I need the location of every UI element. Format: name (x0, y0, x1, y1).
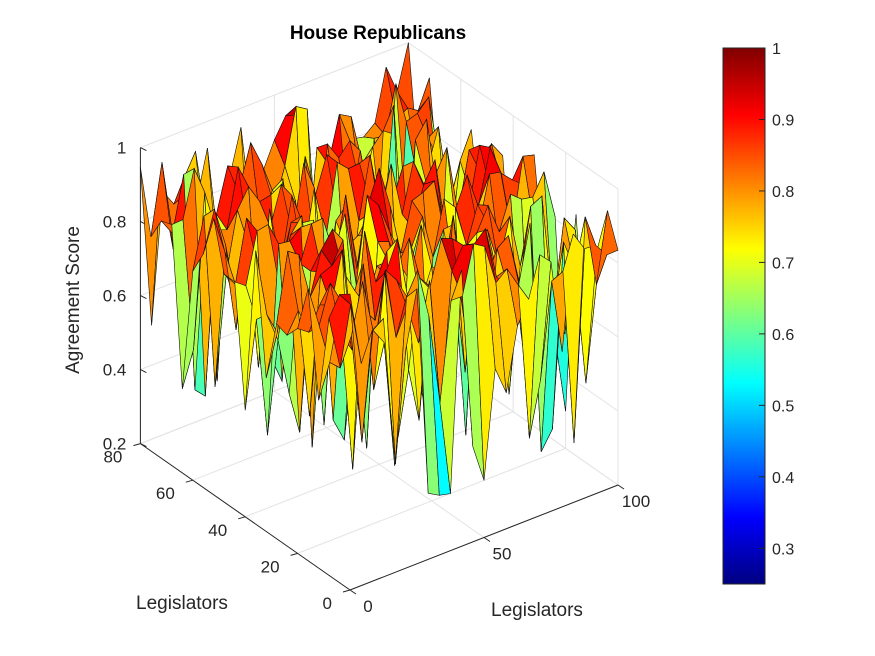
x-tick-mark (617, 484, 625, 490)
x-tick-label: 100 (622, 492, 650, 511)
grid-line (245, 411, 514, 518)
z-axis-label: Agreement Score (63, 226, 84, 374)
colorbar-tick-label: 0.3 (772, 541, 794, 558)
z-tick-label: 0.2 (103, 435, 127, 454)
x-tick-label: 0 (363, 597, 372, 616)
colorbar-tick-label: 0.7 (772, 255, 794, 272)
colorbar-tick-label: 0.5 (772, 398, 794, 415)
z-tick-mark (140, 369, 147, 374)
z-tick-label: 1 (117, 139, 126, 158)
x-axis-label: Legislators (491, 600, 583, 621)
colorbar-tick-label: 1 (772, 41, 781, 58)
y-tick-label: 40 (208, 521, 227, 540)
z-tick-label: 0.4 (103, 361, 127, 380)
grid-line (297, 447, 566, 554)
tick-labels: 0 50 100 0 20 40 60 800.2 0.4 0.6 0.8 1 (103, 139, 650, 616)
colorbar-tick-label: 0.9 (772, 112, 794, 129)
axes-lines (133, 147, 625, 595)
z-tick-mark (140, 147, 147, 152)
z-tick-mark (140, 443, 147, 448)
y-tick-mark (290, 552, 298, 556)
x-tick-mark (349, 589, 357, 595)
y-tick-label: 60 (156, 484, 175, 503)
y-tick-label: 20 (261, 557, 280, 576)
y-axis-label: Legislators (136, 593, 228, 614)
surface-mesh (140, 42, 619, 496)
z-tick-mark (140, 295, 147, 300)
y-tick-mark (133, 443, 141, 447)
colorbar-gradient (722, 47, 766, 585)
z-tick-label: 0.8 (103, 213, 127, 232)
z-tick-label: 0.6 (103, 287, 127, 306)
colorbar-tick-label: 0.4 (772, 470, 794, 487)
y-tick-label: 0 (323, 594, 332, 613)
y-tick-label: 80 (103, 448, 122, 467)
colorbar-tick-label: 0.8 (772, 184, 794, 201)
colorbar-ticks: 0.3 0.4 0.5 0.6 0.7 0.8 0.9 1 (759, 41, 794, 558)
x-tick-label: 50 (493, 545, 512, 564)
y-tick-mark (342, 589, 351, 593)
y-tick-mark (185, 479, 193, 483)
surface-patch (596, 210, 619, 285)
colorbar: 0.3 0.4 0.5 0.6 0.7 0.8 0.9 1 (722, 41, 794, 585)
x-tick-mark (483, 537, 491, 542)
chart-title: House Republicans (290, 23, 466, 44)
colorbar-tick-label: 0.6 (772, 327, 794, 344)
y-tick-mark (238, 516, 246, 520)
